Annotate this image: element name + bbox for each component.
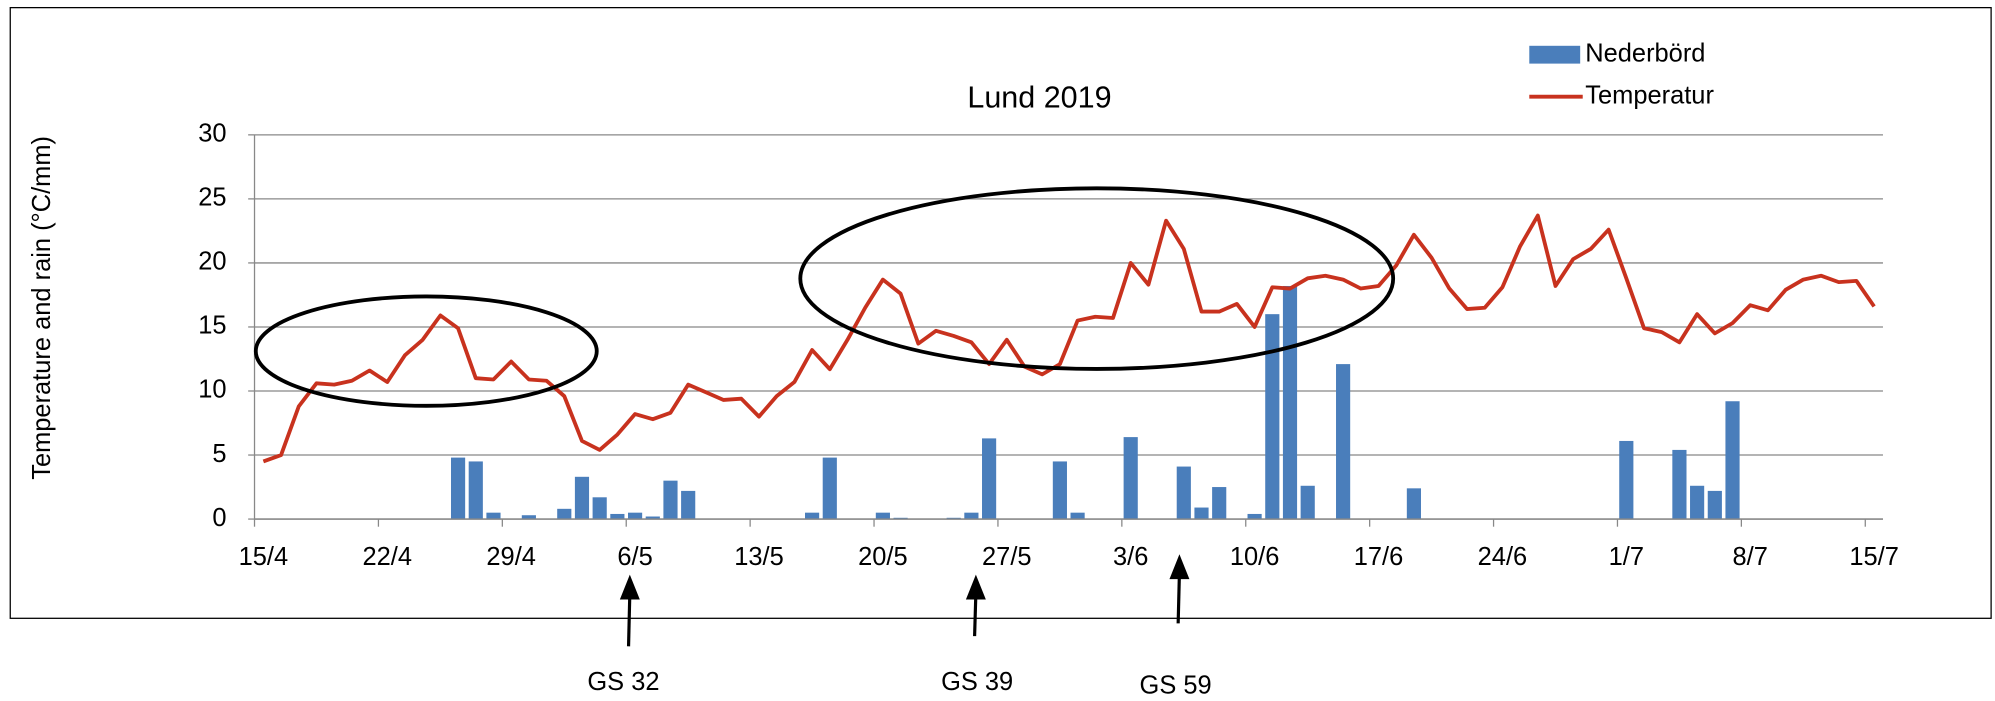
bar: [822, 457, 837, 520]
legend-label: Temperatur: [1585, 81, 1714, 109]
frame: [9, 6, 1992, 619]
x-tick-label: 10/6: [1230, 543, 1280, 571]
bar: [574, 476, 590, 520]
bar: [645, 516, 660, 520]
bar: [1123, 437, 1138, 520]
bar: [681, 490, 696, 520]
bar: [1336, 364, 1351, 520]
bar: [663, 480, 678, 520]
y-tick-label: 0: [212, 504, 226, 532]
bar: [982, 438, 997, 520]
bar: [557, 508, 572, 520]
bar: [627, 512, 643, 520]
bar: [1672, 449, 1687, 520]
x-tick-label: 3/6: [1113, 543, 1148, 571]
bar: [1619, 440, 1634, 520]
annotation: GS 39: [941, 668, 1013, 696]
bar: [1212, 487, 1227, 520]
arrow-head: [1169, 554, 1190, 580]
legend-swatch: [1529, 45, 1581, 64]
highlight-ellipse: [798, 186, 1396, 371]
x-tick-label: 20/5: [858, 543, 908, 571]
temperature-line: [262, 213, 1876, 464]
x-tick-label: 15/7: [1849, 543, 1899, 571]
bar: [946, 517, 961, 520]
bar: [1052, 461, 1067, 520]
arrow-head: [965, 574, 986, 600]
y-tick-label: 15: [198, 312, 226, 340]
x-tick-label: 24/6: [1478, 543, 1528, 571]
y-tick-label: 25: [198, 184, 226, 212]
x-tick-label: 1/7: [1609, 543, 1644, 571]
bar: [1690, 485, 1705, 520]
y-axis-label: Temperature and rain (°C/mm): [28, 136, 56, 480]
arrow-head: [619, 574, 640, 600]
bar: [893, 517, 908, 520]
arrow: [626, 592, 632, 647]
y-tick-label: 5: [212, 440, 226, 468]
y-tick-label: 10: [198, 376, 226, 404]
bar: [1265, 314, 1280, 520]
x-tick-label: 17/6: [1354, 543, 1404, 571]
bar: [486, 512, 501, 520]
x-tick-label: 6/5: [617, 543, 652, 571]
arrows: [619, 554, 1190, 647]
bar: [1070, 512, 1085, 520]
plot: 0 5 10 15 20 25 30 15/4 22/4 29/4 6/5 13/5 20/5 27/5 3…: [198, 120, 1899, 572]
bar: [610, 513, 625, 520]
arrow: [1176, 572, 1182, 624]
bar: [964, 512, 979, 520]
bar: [1176, 466, 1191, 520]
bar: [805, 512, 820, 520]
x-tick-label: 8/7: [1733, 543, 1768, 571]
bar: [450, 457, 466, 520]
bar: [468, 461, 483, 520]
bar: [1300, 485, 1315, 520]
chart-title: Lund 2019: [967, 80, 1111, 114]
highlight-ellipse: [253, 294, 599, 408]
y-tick-label: 30: [198, 120, 226, 148]
legend-label: Nederbörd: [1585, 39, 1705, 67]
arrow: [973, 592, 978, 637]
bar: [592, 497, 607, 520]
y-tick-label: 20: [198, 248, 226, 276]
bar: [1282, 285, 1298, 520]
bar: [1194, 507, 1209, 520]
annotation: GS 59: [1140, 672, 1212, 700]
bar: [1247, 513, 1262, 520]
x-tick-label: 13/5: [734, 543, 784, 571]
bar: [1707, 490, 1722, 520]
bar: [521, 515, 536, 520]
bar: [875, 512, 890, 520]
bar: [1406, 488, 1421, 520]
annotation: GS 32: [587, 668, 659, 696]
x-tick-label: 29/4: [486, 543, 536, 571]
x-tick-label: 27/5: [982, 543, 1032, 571]
x-tick-label: 15/4: [239, 543, 289, 571]
x-tick-label: 22/4: [363, 543, 413, 571]
bar: [1725, 401, 1740, 520]
